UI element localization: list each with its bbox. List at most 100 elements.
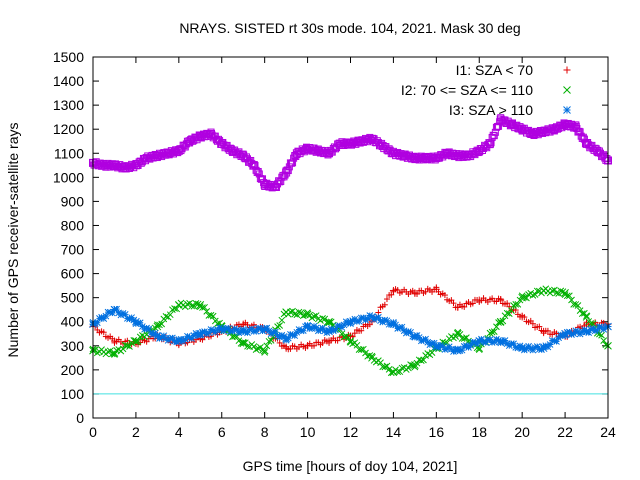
data-point xyxy=(495,319,502,326)
marker-stroke xyxy=(458,335,466,342)
marker-stroke xyxy=(539,127,548,136)
data-point xyxy=(134,337,142,345)
marker-stroke xyxy=(145,325,153,333)
data-point xyxy=(362,349,369,357)
marker-stroke xyxy=(154,321,161,329)
marker-stroke xyxy=(250,343,258,350)
data-point xyxy=(207,130,216,139)
marker-stroke xyxy=(439,342,447,350)
marker-stroke xyxy=(520,294,528,301)
marker-stroke xyxy=(503,309,511,317)
data-point xyxy=(346,139,355,148)
marker-stroke xyxy=(271,182,280,191)
data-point xyxy=(196,132,205,141)
data-point xyxy=(335,139,344,148)
y-tick-label: 600 xyxy=(61,266,85,282)
data-point xyxy=(299,312,307,320)
marker-stroke xyxy=(398,364,406,372)
data-point xyxy=(544,327,551,334)
marker-stroke xyxy=(244,342,251,350)
marker-stroke xyxy=(528,130,537,139)
data-point xyxy=(174,301,183,309)
data-point xyxy=(475,346,483,354)
marker-stroke xyxy=(550,125,559,134)
data-point xyxy=(153,332,162,341)
data-point xyxy=(411,363,419,371)
data-point xyxy=(284,167,292,175)
data-point xyxy=(325,337,333,345)
marker-stroke xyxy=(383,317,391,325)
marker-stroke xyxy=(121,163,130,172)
marker-stroke xyxy=(493,335,500,343)
marker-stroke xyxy=(456,330,464,338)
marker-stroke xyxy=(415,334,423,341)
data-point xyxy=(411,361,419,369)
data-point xyxy=(510,340,517,348)
marker-stroke xyxy=(389,368,398,377)
data-point xyxy=(600,337,608,345)
data-point xyxy=(432,341,441,350)
marker-stroke xyxy=(228,146,237,155)
marker-stroke xyxy=(563,86,571,94)
marker-stroke xyxy=(443,339,451,347)
data-point xyxy=(292,149,301,158)
marker-stroke xyxy=(383,362,391,370)
data-point xyxy=(504,300,511,307)
marker-stroke xyxy=(571,122,580,131)
marker-stroke xyxy=(217,325,226,333)
marker-stroke xyxy=(297,309,305,317)
data-point xyxy=(100,329,107,336)
marker-stroke xyxy=(475,146,484,155)
marker-stroke xyxy=(338,330,346,338)
data-point xyxy=(505,310,513,318)
marker-stroke xyxy=(346,337,355,345)
data-point xyxy=(490,328,498,335)
data-point xyxy=(518,313,526,321)
data-point xyxy=(169,334,176,342)
x-tick-label: 20 xyxy=(514,424,530,440)
marker-stroke xyxy=(514,301,522,308)
marker-stroke xyxy=(417,357,425,365)
data-point xyxy=(196,329,205,338)
marker-stroke xyxy=(557,287,565,295)
marker-stroke xyxy=(570,301,578,308)
legend-label: I2: 70 <= SZA <= 110 xyxy=(401,82,533,98)
marker-stroke xyxy=(496,115,505,124)
marker-stroke xyxy=(385,365,393,373)
data-point xyxy=(99,161,108,170)
marker-stroke xyxy=(260,346,269,355)
data-point xyxy=(132,317,140,326)
plot-frame xyxy=(92,56,609,419)
data-point xyxy=(385,365,393,373)
data-point xyxy=(271,182,280,191)
marker-stroke xyxy=(174,337,183,345)
marker-stroke xyxy=(563,106,571,114)
data-point xyxy=(217,325,226,333)
marker-stroke xyxy=(582,327,591,336)
marker-stroke xyxy=(486,329,494,337)
data-point xyxy=(121,163,130,172)
marker-stroke xyxy=(278,331,286,339)
data-point xyxy=(555,334,562,342)
marker-stroke xyxy=(379,363,387,371)
marker-stroke xyxy=(261,349,269,356)
marker-stroke xyxy=(389,149,398,158)
data-point xyxy=(287,345,294,352)
data-point xyxy=(520,294,528,301)
marker-stroke xyxy=(184,332,191,340)
data-point xyxy=(464,151,473,160)
marker-stroke xyxy=(407,328,414,336)
marker-stroke xyxy=(188,302,196,310)
marker-stroke xyxy=(314,146,323,155)
marker-stroke xyxy=(184,300,191,308)
marker-stroke xyxy=(325,319,333,327)
marker-stroke xyxy=(323,319,331,326)
marker-stroke xyxy=(169,334,176,342)
marker-stroke xyxy=(463,334,470,341)
marker-stroke xyxy=(518,344,527,353)
data-point xyxy=(475,296,483,304)
series-total xyxy=(89,114,612,192)
marker-stroke xyxy=(319,314,326,322)
data-point xyxy=(184,300,191,308)
